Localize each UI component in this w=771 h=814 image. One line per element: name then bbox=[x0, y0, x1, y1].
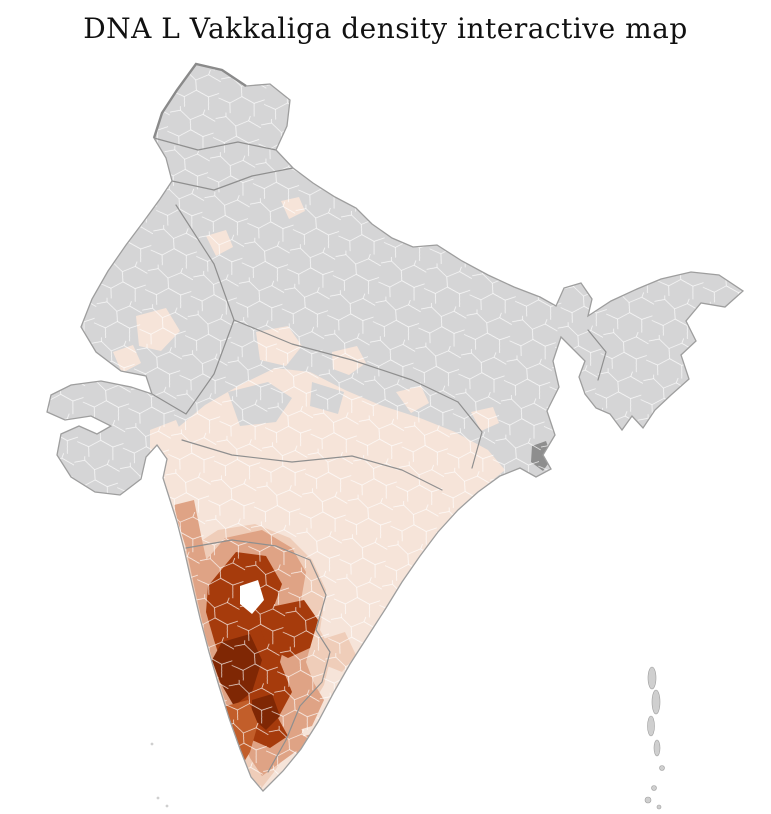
india-outline bbox=[46, 63, 745, 792]
page-title: DNA L Vakkaliga density interactive map bbox=[83, 12, 688, 45]
state-borders bbox=[151, 137, 607, 773]
lakshadweep-islands[interactable] bbox=[150, 742, 169, 808]
disputed-border bbox=[152, 62, 247, 139]
andaman-nicobar-islands[interactable] bbox=[644, 666, 665, 810]
